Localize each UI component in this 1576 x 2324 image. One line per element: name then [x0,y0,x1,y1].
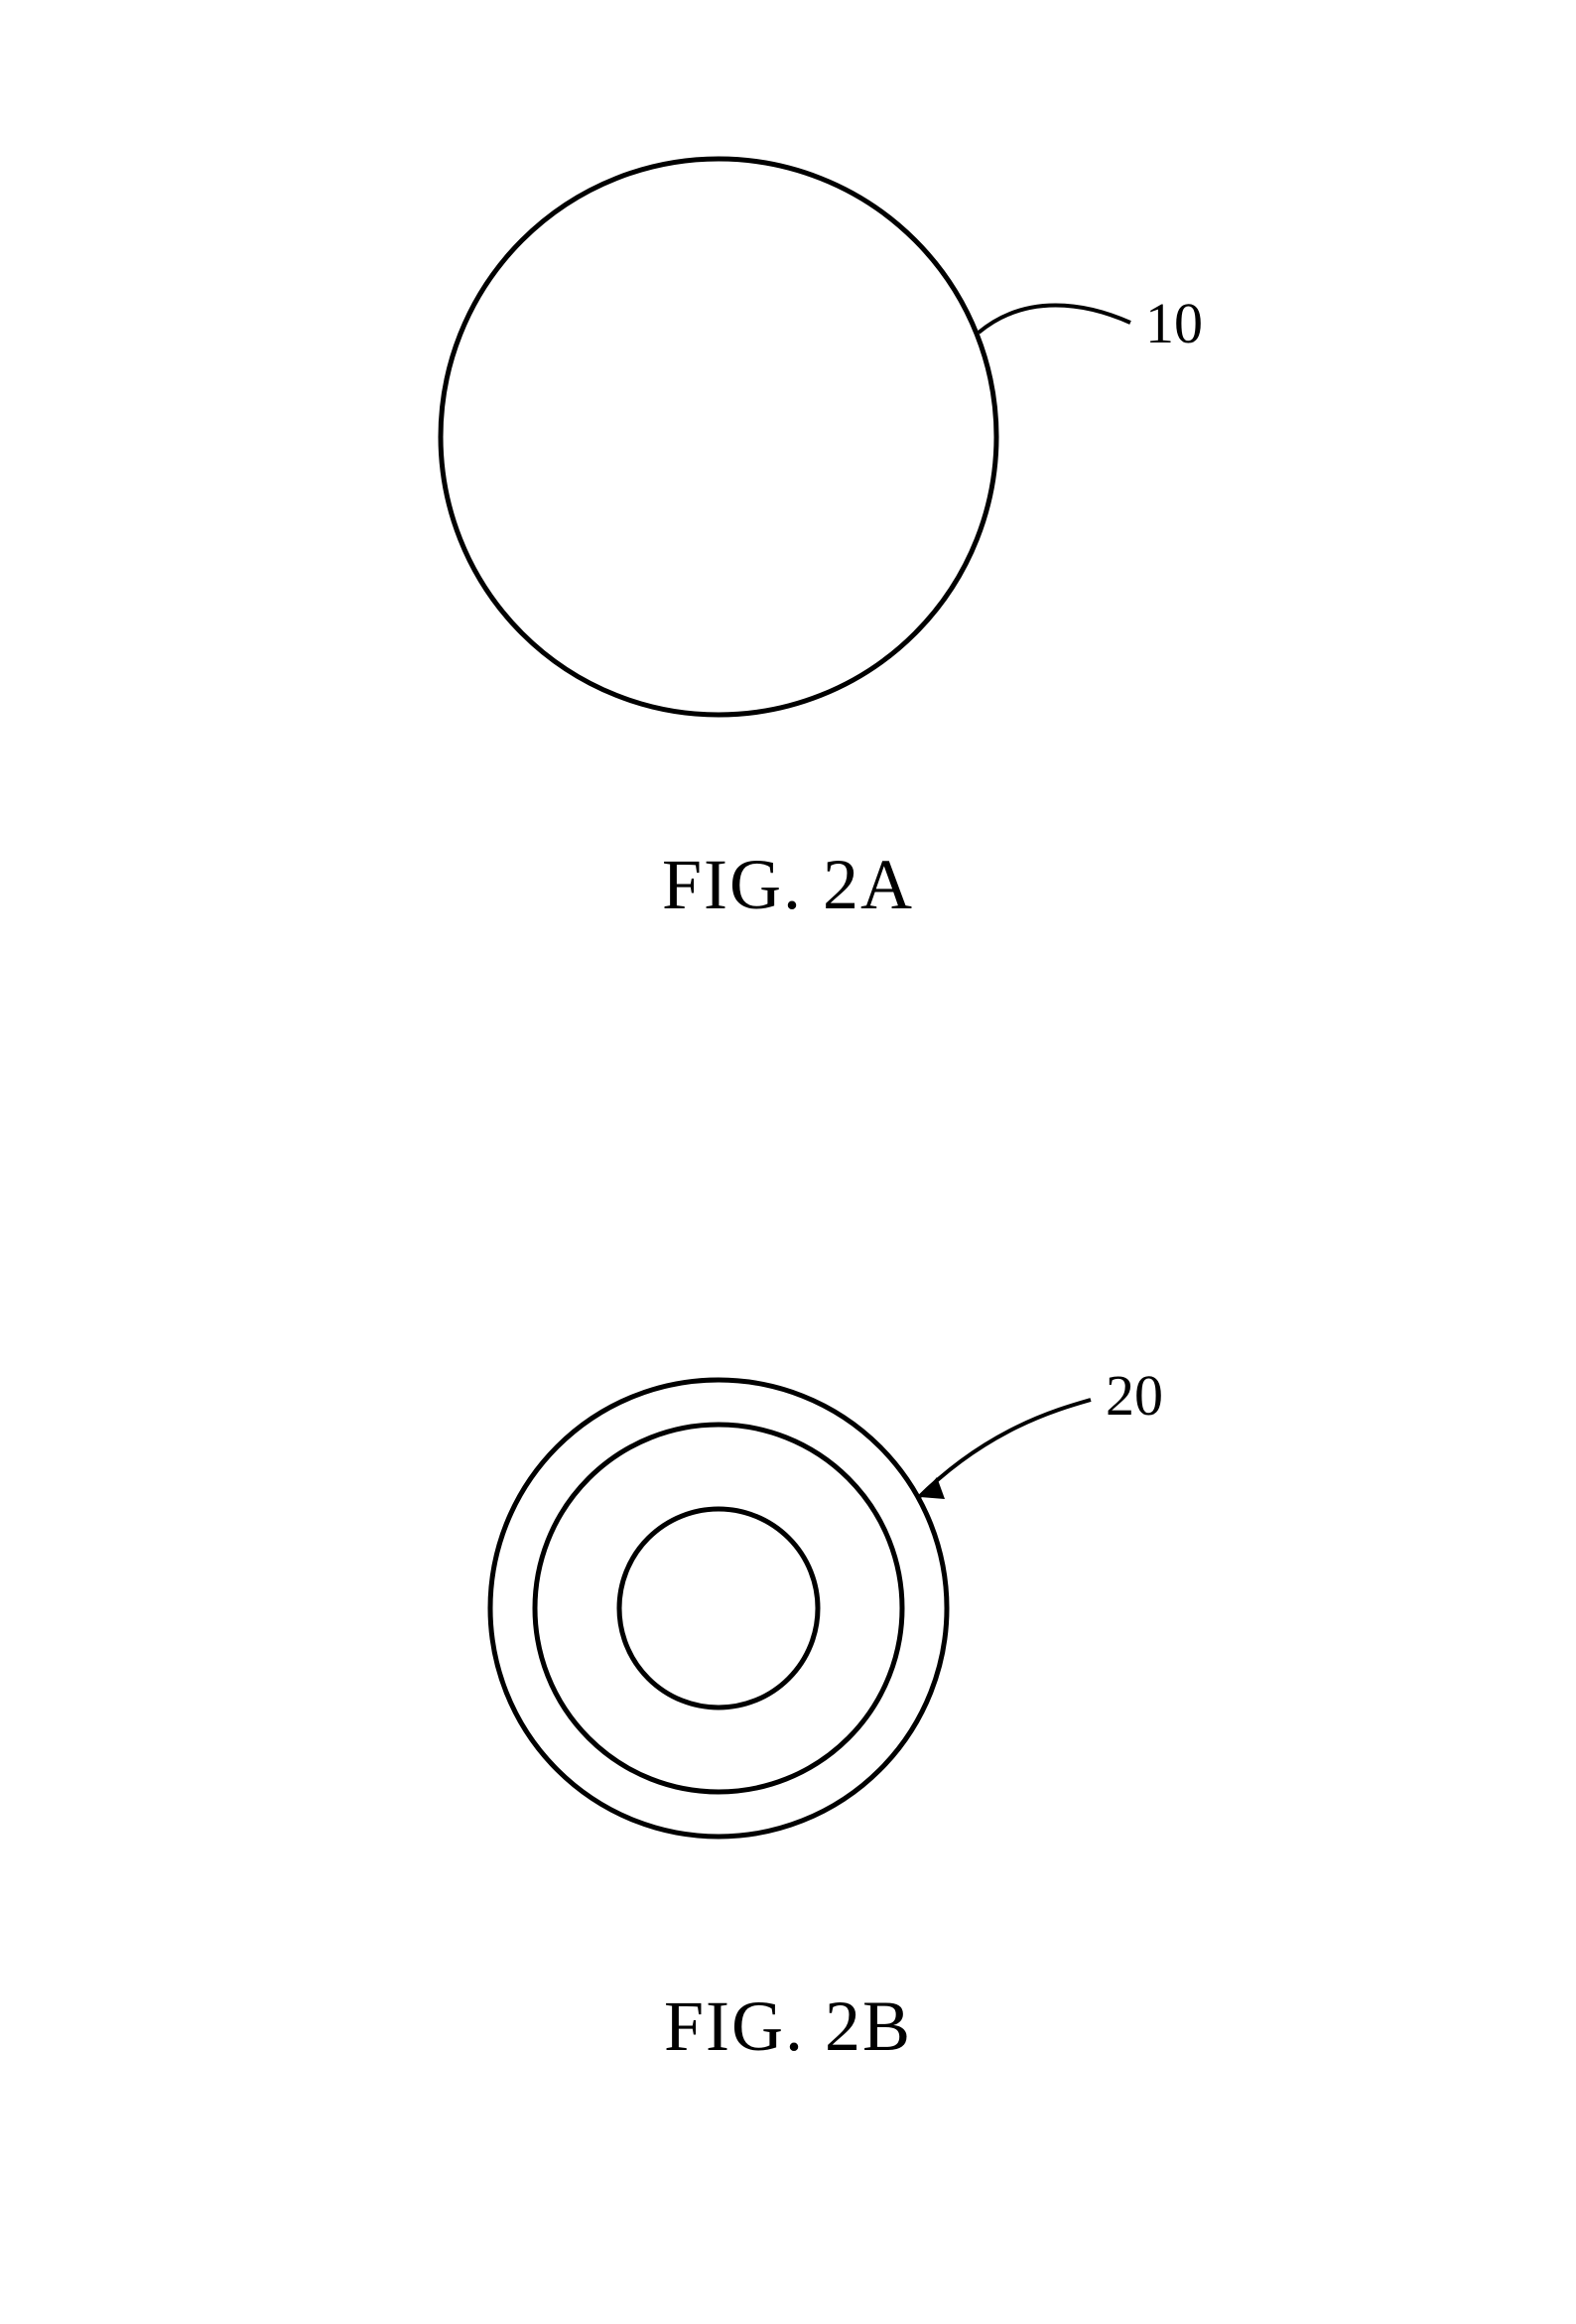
figure-2b-canvas: 20 [292,1320,1284,1876]
fig2b-leader-arrowhead [920,1477,945,1499]
page: 10 FIG. 2A 20 FIG. 2B [0,0,1576,2324]
fig2b-label-20: 20 [1106,1363,1163,1428]
fig2a-circle [441,159,996,715]
figure-2b: 20 FIG. 2B [0,1320,1576,2068]
fig2a-label-10: 10 [1145,291,1203,355]
fig2b-ring-0 [490,1380,947,1837]
fig2a-leader-line [979,306,1130,334]
fig2b-ring-1 [535,1425,902,1792]
figure-2a-canvas: 10 [292,119,1284,754]
figure-2b-caption: FIG. 2B [664,1985,912,2068]
fig2b-ring-2 [619,1509,818,1708]
figure-2a-caption: FIG. 2A [662,844,914,926]
fig2b-leader-line [917,1400,1091,1499]
figure-2a: 10 FIG. 2A [0,119,1576,926]
